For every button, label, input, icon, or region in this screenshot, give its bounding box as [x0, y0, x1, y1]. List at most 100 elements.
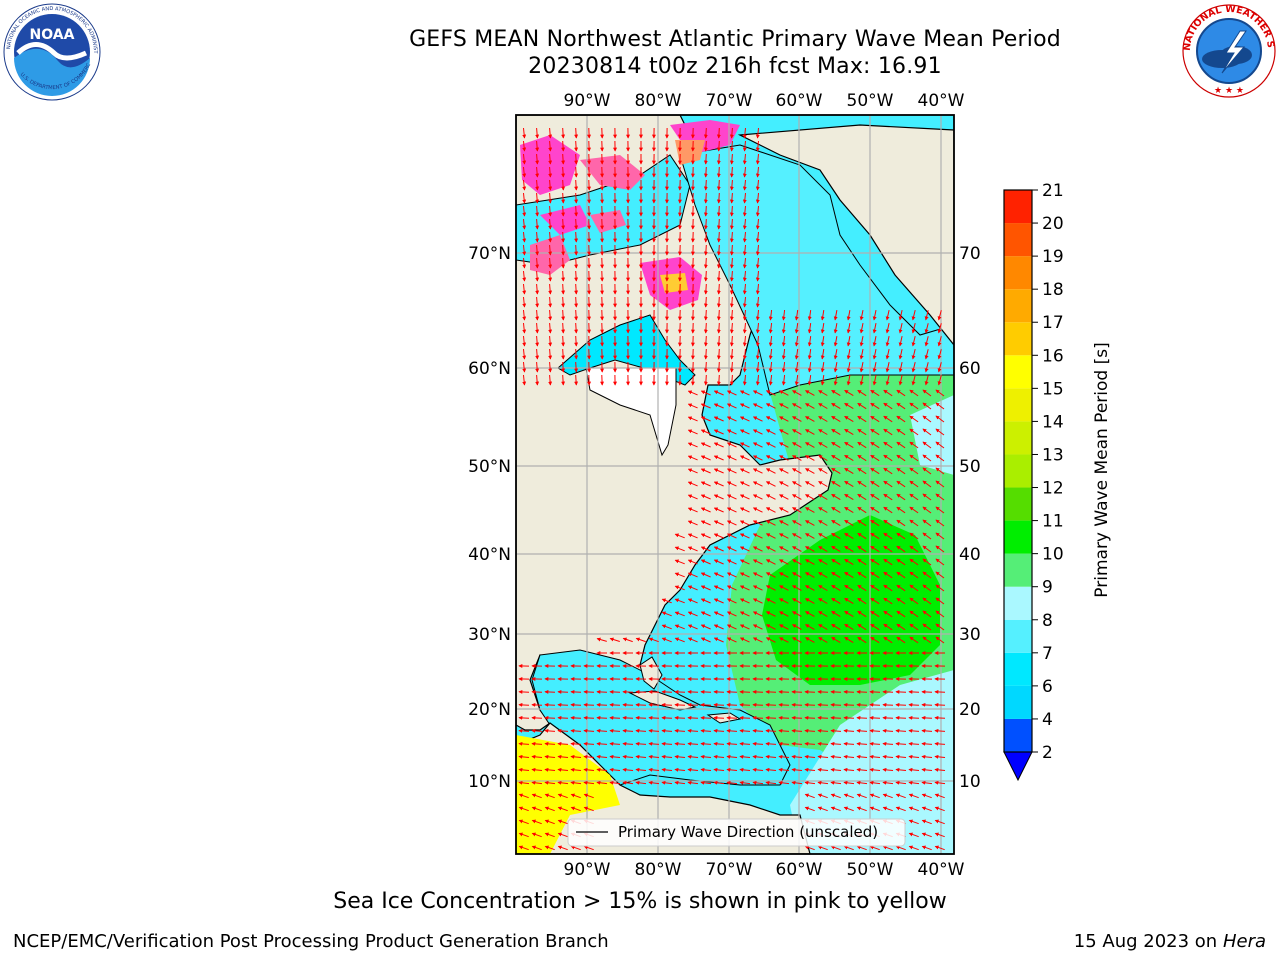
wave-arrow: [574, 322, 579, 334]
wave-arrow: [661, 767, 673, 772]
wave-arrow: [522, 257, 527, 269]
wave-arrow: [820, 362, 825, 373]
wave-arrow: [661, 637, 672, 643]
colorbar-segment: [1004, 289, 1032, 323]
lat-tick-label-right: 60°N: [959, 359, 980, 379]
wave-arrow: [752, 533, 763, 539]
wave-arrow: [739, 403, 750, 409]
wave-arrow: [703, 179, 708, 191]
wave-arrow: [844, 571, 854, 579]
wave-arrow: [700, 741, 712, 746]
wave-arrow: [870, 597, 880, 605]
colorbar-tick-label: 17: [1042, 313, 1064, 333]
wave-arrow: [548, 179, 553, 191]
wave-arrow: [831, 610, 841, 618]
wave-arrow: [716, 361, 721, 373]
wave-arrow: [535, 296, 540, 308]
wave-arrow: [869, 767, 881, 772]
wave-arrow: [583, 702, 595, 707]
wave-arrow: [742, 153, 747, 165]
wave-arrow: [755, 127, 760, 139]
date-credit: 15 Aug 2023 on Hera: [1074, 931, 1266, 952]
wave-arrow: [574, 361, 579, 373]
wave-arrow: [830, 715, 842, 720]
wave-arrow: [896, 506, 906, 514]
wave-arrow: [729, 322, 734, 334]
wave-arrow: [883, 545, 893, 553]
lat-tick-labels-right: 70°N 60°N 50°N 40°N 30°N 20°N 10°N: [959, 244, 980, 792]
wave-arrow: [739, 611, 750, 617]
wave-arrow: [755, 257, 760, 269]
wave-arrow: [700, 455, 711, 461]
wave-arrow: [765, 585, 776, 591]
wave-arrow: [703, 322, 708, 334]
wave-arrow: [531, 832, 542, 838]
wave-arrow: [807, 362, 812, 373]
wave-arrow: [700, 624, 711, 630]
wave-arrow: [804, 793, 815, 799]
wave-arrow: [818, 546, 828, 552]
wave-arrow: [570, 780, 582, 785]
wave-arrow: [778, 702, 790, 707]
wave-arrow: [779, 533, 789, 539]
wave-arrow: [831, 545, 841, 553]
wave-arrow: [896, 428, 906, 436]
wave-arrow: [895, 793, 906, 799]
wave-arrow: [687, 559, 698, 565]
wave-arrow: [794, 309, 799, 321]
wave-arrow: [818, 520, 828, 526]
wave-arrow: [765, 741, 777, 746]
wave-arrow: [883, 597, 893, 605]
wave-arrow: [857, 636, 867, 644]
wave-arrow: [713, 520, 724, 526]
wave-arrow: [522, 374, 527, 386]
wave-arrow: [859, 375, 864, 386]
wave-arrow: [921, 741, 933, 746]
wave-arrow: [648, 702, 660, 707]
wave-arrow: [700, 403, 711, 409]
wave-arrow: [896, 571, 906, 579]
wave-arrow: [869, 806, 880, 812]
colorbar-tick-label: 20: [1042, 214, 1064, 234]
wave-arrow: [674, 728, 686, 733]
wave-arrow: [661, 728, 673, 733]
wave-arrow: [817, 754, 829, 759]
wave-arrow: [883, 610, 893, 618]
wave-arrow: [765, 507, 776, 513]
chart-subtitle: 20230814 t00z 216h fcst Max: 16.91: [528, 54, 942, 79]
wave-arrow: [805, 624, 815, 630]
wave-arrow: [883, 480, 893, 488]
wave-arrow: [935, 623, 945, 631]
wave-arrow: [713, 507, 724, 513]
wave-arrow: [531, 806, 542, 812]
wave-arrow: [896, 623, 906, 631]
wave-arrow: [934, 819, 945, 825]
wave-arrow: [661, 611, 672, 617]
wave-arrow: [883, 506, 893, 514]
wave-arrow: [561, 231, 566, 243]
wave-arrow: [713, 754, 725, 759]
colorbar-tick-label: 10: [1042, 545, 1064, 565]
wave-arrow: [729, 361, 734, 373]
wave-arrow: [935, 558, 945, 566]
wave-arrow: [804, 767, 816, 772]
wave-arrow: [574, 166, 579, 178]
wave-arrow: [574, 283, 579, 295]
wave-arrow: [870, 558, 880, 566]
wave-arrow: [535, 244, 540, 256]
wave-arrow: [882, 728, 894, 733]
wave-arrow: [648, 637, 659, 643]
wave-arrow: [792, 637, 802, 643]
wave-arrow: [687, 390, 698, 396]
wave-arrow: [574, 270, 579, 282]
lat-tick-label-left: 50°N: [468, 457, 511, 477]
wave-arrow: [739, 598, 750, 604]
wave-arrow: [804, 754, 816, 759]
wave-arrow: [818, 442, 828, 448]
wave-arrow: [752, 416, 763, 422]
wave-arrow: [755, 244, 760, 256]
wave-arrow: [522, 361, 527, 373]
wave-arrow: [937, 349, 942, 360]
wave-arrow: [921, 832, 932, 838]
wave-arrow: [674, 624, 685, 630]
